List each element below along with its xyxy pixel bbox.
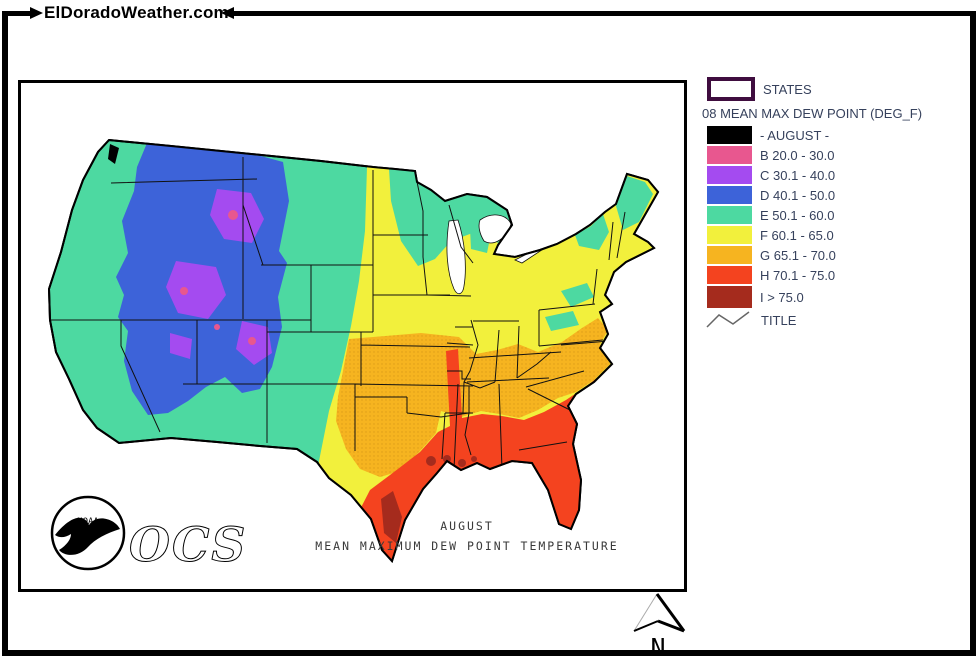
legend-swatch <box>707 146 752 164</box>
legend-swatch <box>707 226 752 244</box>
legend-row: D 40.1 - 50.0 <box>701 185 978 205</box>
region-class-g-texture <box>336 318 610 477</box>
us-coastline <box>47 138 660 563</box>
legend-row: - AUGUST - <box>701 125 978 145</box>
region-class-b <box>180 210 256 345</box>
site-title[interactable]: ElDoradoWeather.com <box>44 3 229 22</box>
legend-swatch <box>707 286 752 308</box>
legend-swatch <box>707 246 752 264</box>
legend-swatch <box>707 186 752 204</box>
legend-label: C 30.1 - 40.0 <box>760 167 836 183</box>
legend-label: H 70.1 - 75.0 <box>760 267 836 283</box>
noaa-logo: NOAA <box>50 495 126 571</box>
legend-swatch <box>707 126 752 144</box>
states-swatch <box>707 77 755 101</box>
legend-states-row: STATES <box>701 76 978 102</box>
noaa-label: NOAA <box>77 517 99 527</box>
legend-row: B 20.0 - 30.0 <box>701 145 978 165</box>
frame-bottom <box>2 650 976 656</box>
legend-label: B 20.0 - 30.0 <box>760 147 835 163</box>
title-item-label: TITLE <box>761 312 797 328</box>
legend-row: G 65.1 - 70.0 <box>701 245 978 265</box>
region-class-c <box>166 189 272 365</box>
legend-label: F 60.1 - 65.0 <box>760 227 834 243</box>
legend-layer-title: 08 MEAN MAX DEW POINT (DEG_F) <box>702 106 923 121</box>
legend-swatch <box>707 206 752 224</box>
dew-point-map: NOAA OCS AUGUST MEAN MAXIMUM DEW POINT T… <box>47 138 660 574</box>
legend-swatch <box>707 266 752 284</box>
north-label: N <box>650 633 665 662</box>
frame-top-left-stub <box>2 11 31 16</box>
legend-row: H 70.1 - 75.0 <box>701 265 978 285</box>
map-caption-line2: MEAN MAXIMUM DEW POINT TEMPERATURE <box>315 539 618 553</box>
legend-label: G 65.1 - 70.0 <box>760 247 836 263</box>
ocs-logo: OCS <box>129 518 247 573</box>
legend-label: D 40.1 - 50.0 <box>760 187 836 203</box>
puget-sound <box>108 144 119 164</box>
legend-row: I > 75.0 <box>701 285 978 309</box>
arrow-left-icon <box>221 7 234 19</box>
state-borders <box>49 157 626 470</box>
legend-row: F 60.1 - 65.0 <box>701 225 978 245</box>
legend-swatch <box>707 166 752 184</box>
map-panel: NOAA OCS AUGUST MEAN MAXIMUM DEW POINT T… <box>18 80 687 592</box>
states-label: STATES <box>763 81 812 97</box>
legend: STATES 08 MEAN MAX DEW POINT (DEG_F) - A… <box>701 76 978 331</box>
legend-title-row: TITLE <box>701 309 978 331</box>
legend-label: I > 75.0 <box>760 289 804 305</box>
legend-label: E 50.1 - 60.0 <box>760 207 835 223</box>
frame-left <box>2 11 8 656</box>
north-arrow-icon: N <box>633 593 686 662</box>
map-caption-line1: AUGUST <box>440 519 494 533</box>
arrow-right-icon <box>30 7 43 19</box>
frame-top <box>234 11 976 16</box>
title-line-icon <box>706 311 750 328</box>
legend-row: E 50.1 - 60.0 <box>701 205 978 225</box>
legend-row: C 30.1 - 40.0 <box>701 165 978 185</box>
region-class-i <box>381 455 477 543</box>
frame-right <box>970 11 976 656</box>
legend-label: - AUGUST - <box>760 127 830 143</box>
